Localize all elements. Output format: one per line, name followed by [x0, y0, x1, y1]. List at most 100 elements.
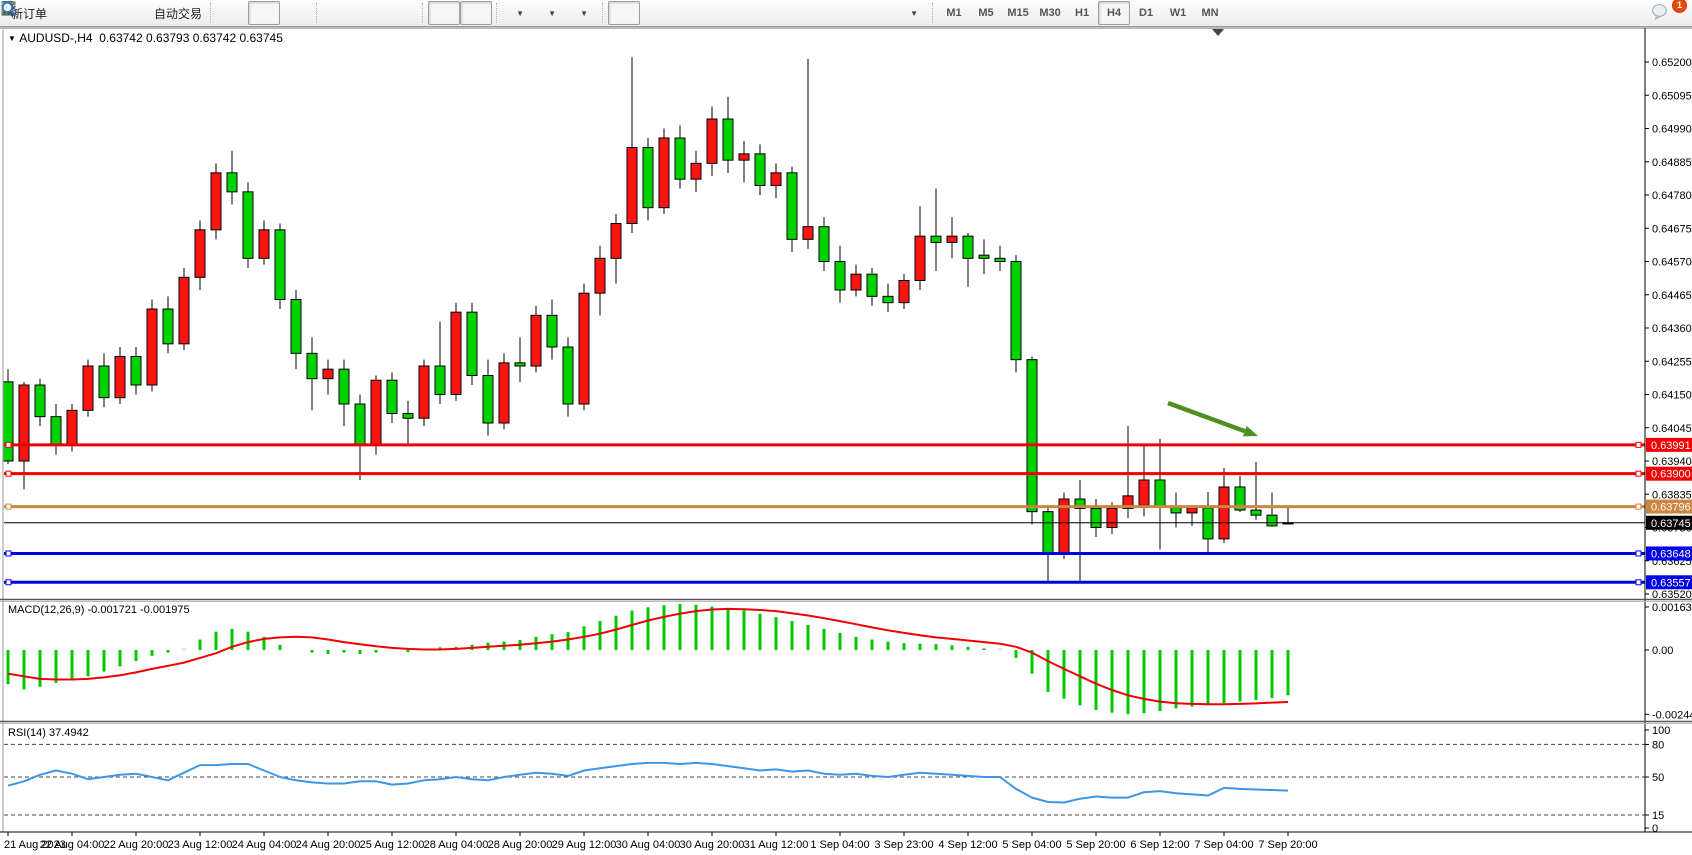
price-badge — [1646, 499, 1692, 514]
line-handle[interactable] — [1635, 550, 1642, 557]
candle-body — [1138, 479, 1150, 506]
candle-body — [50, 416, 62, 446]
time-tick-label: 5 Sep 20:00 — [1066, 839, 1125, 851]
line-handle[interactable] — [5, 441, 12, 448]
macd-tick-label: 0.001635 — [1652, 602, 1692, 614]
candle-body — [130, 356, 142, 386]
tf-mn-button[interactable]: MN — [1194, 1, 1226, 25]
line-handle[interactable] — [5, 503, 12, 510]
candle-body — [386, 379, 398, 415]
price-tick-label: 0.64675 — [1652, 223, 1692, 235]
candle-body — [930, 235, 942, 244]
price-badge — [1646, 515, 1692, 530]
price-tick-label: 0.63835 — [1652, 489, 1692, 501]
price-badge — [1646, 575, 1692, 590]
candle-body — [226, 172, 238, 193]
macd-tick-label: -0.002444 — [1652, 709, 1692, 721]
tf-m5-button[interactable]: M5 — [970, 1, 1002, 25]
arrow-annotation[interactable] — [1167, 400, 1258, 437]
price-tick-label: 0.64360 — [1652, 323, 1692, 335]
time-tick-label: 21 Aug 2023 — [4, 839, 66, 851]
candle-body — [1106, 508, 1118, 529]
candle-body — [34, 384, 46, 418]
candle-body — [770, 172, 782, 187]
ohlc-open: 0.63742 — [99, 31, 143, 45]
candle-body — [530, 314, 542, 367]
rsi-tick-label: 15 — [1652, 810, 1664, 822]
time-tick-label: 30 Aug 04:00 — [616, 839, 681, 851]
line-handle[interactable] — [1635, 503, 1642, 510]
time-tick-label: 22 Aug 20:00 — [104, 839, 169, 851]
line-handle[interactable] — [1635, 579, 1642, 586]
chevron-down-icon: ▼ — [548, 8, 556, 18]
candle-body — [434, 365, 446, 396]
price-badge-label: 0.63648 — [1651, 548, 1691, 560]
candle-body — [722, 118, 734, 161]
button-label: 新订单 — [11, 6, 48, 21]
cursor-button[interactable] — [5, 1, 641, 25]
button-label: M1 — [946, 7, 962, 19]
candle-body — [1250, 509, 1262, 516]
tf-h1-button[interactable]: H1 — [1066, 1, 1098, 25]
button-label: M15 — [1007, 7, 1029, 19]
candle-body — [818, 226, 830, 263]
rsi-line — [7, 761, 1289, 804]
toolbar-separator — [316, 3, 318, 23]
tf-m15-button[interactable]: M15 — [1002, 1, 1034, 25]
tf-m1-button[interactable]: M1 — [938, 1, 970, 25]
candle-body — [690, 162, 702, 180]
line-handle[interactable] — [5, 579, 12, 586]
tf-h4-button[interactable]: H4 — [1098, 1, 1131, 25]
candle-body — [162, 308, 174, 345]
candle-body — [898, 280, 910, 304]
time-tick-label: 24 Aug 04:00 — [232, 839, 297, 851]
chat-button[interactable]: 1 — [1650, 0, 1687, 25]
time-tick-label: 5 Sep 04:00 — [1002, 839, 1061, 851]
time-tick-label: 30 Aug 20:00 — [680, 839, 745, 851]
line-handle[interactable] — [5, 550, 12, 557]
line-handle[interactable] — [1635, 441, 1642, 448]
candle-body — [354, 403, 366, 446]
macd-tick-label: 0.00 — [1652, 645, 1673, 657]
candle-body — [658, 137, 670, 209]
candle-body — [1010, 261, 1022, 361]
candle-body — [1202, 507, 1214, 540]
candle-body — [82, 365, 94, 411]
tf-d1-button[interactable]: D1 — [1130, 1, 1162, 25]
chart-shift-button[interactable] — [1, 1, 493, 25]
button-label: M5 — [978, 7, 994, 19]
time-tick-label: 29 Aug 12:00 — [552, 839, 617, 851]
chart-shift-marker[interactable] — [1212, 29, 1224, 36]
price-tick-label: 0.65095 — [1652, 90, 1692, 102]
candle-body — [146, 308, 158, 386]
candle-body — [546, 314, 558, 348]
price-tick-label: 0.63520 — [1652, 589, 1692, 601]
symbol-dropdown-icon[interactable]: ▼ — [8, 34, 16, 43]
chevron-down-icon: ▼ — [910, 8, 918, 18]
candle-body — [402, 413, 414, 419]
candles-layer — [2, 57, 1294, 582]
tf-m30-button[interactable]: M30 — [1034, 1, 1066, 25]
time-tick-label: 3 Sep 23:00 — [874, 839, 933, 851]
chart-title: ▼ AUDUSD-,H4 0.63742 0.63793 0.63742 0.6… — [8, 31, 283, 45]
line-handle[interactable] — [1635, 470, 1642, 477]
candle-body — [914, 235, 926, 282]
search-button[interactable] — [1, 1, 1642, 25]
line-handle[interactable] — [5, 470, 12, 477]
candle-body — [642, 147, 654, 209]
candle-body — [946, 235, 958, 244]
time-tick-label: 28 Aug 04:00 — [424, 839, 489, 851]
candle-body — [1154, 479, 1166, 508]
candle-body — [754, 153, 766, 187]
time-tick-label: 6 Sep 12:00 — [1130, 839, 1189, 851]
candle-body — [114, 356, 126, 399]
tf-w1-button[interactable]: W1 — [1162, 1, 1194, 25]
time-tick-label: 7 Sep 04:00 — [1194, 839, 1253, 851]
button-label: W1 — [1169, 7, 1187, 19]
notification-badge: 1 — [1672, 0, 1687, 13]
arrow-line[interactable] — [1167, 400, 1246, 434]
toolbar-separator — [210, 3, 212, 23]
toolbar-right: 1 — [1, 0, 1687, 25]
